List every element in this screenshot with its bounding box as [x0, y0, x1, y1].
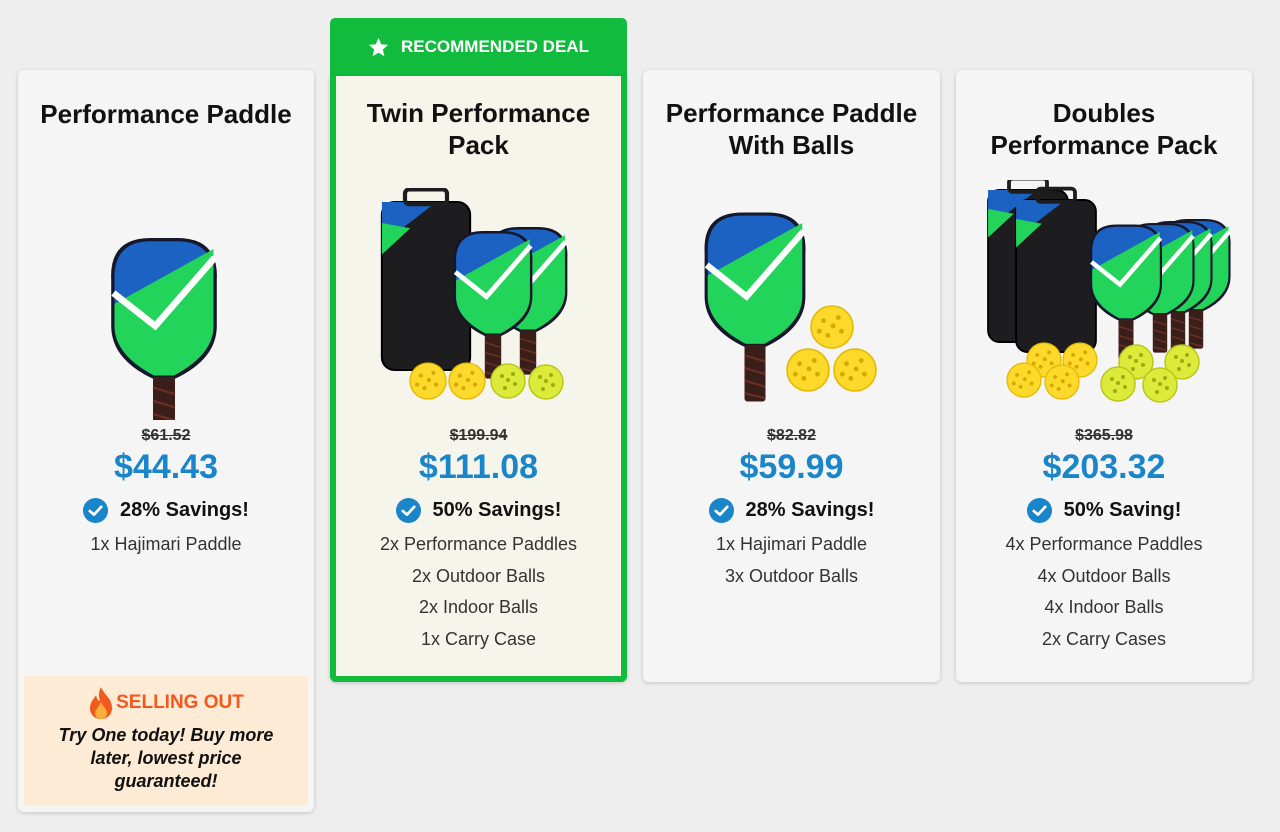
feature-item: 2x Carry Cases — [1041, 628, 1167, 649]
feature-item: 2x Performance Paddles — [379, 534, 578, 554]
savings-text: 50% Savings! — [432, 499, 562, 521]
paddle-image — [18, 180, 314, 420]
savings-badge: 28% Savings! — [18, 498, 314, 523]
feature-item: 4x Indoor Balls — [1044, 597, 1164, 617]
product-title: Performance Paddle — [40, 99, 292, 129]
fire-icon — [90, 687, 113, 719]
savings-badge: 50% Saving! — [956, 498, 1252, 523]
product-title: Doubles Performance Pack — [990, 98, 1218, 160]
product-card-2[interactable]: Twin Performance Pack $199.94 $111.08 50… — [330, 76, 627, 682]
feature-item: 1x Hajimari Paddle — [715, 534, 868, 554]
selling-out-title: SELLING OUT — [116, 692, 244, 713]
feature-item: 2x Outdoor Balls — [411, 565, 546, 586]
feature-list: 4x Performance Paddles 4x Outdoor Balls … — [956, 529, 1252, 655]
savings-text: 50% Saving! — [1063, 499, 1182, 521]
original-price: $82.82 — [767, 427, 816, 444]
feature-item: 4x Outdoor Balls — [1037, 565, 1171, 586]
feature-item: 3x Outdoor Balls — [724, 565, 859, 586]
original-price: $199.94 — [449, 427, 508, 444]
selling-out-message: Try One today! Buy more later, lowest pr… — [58, 725, 274, 791]
product-card-3[interactable]: Performance Paddle With Balls $82.82 $59… — [643, 70, 940, 682]
paddle-pack-image — [336, 188, 621, 400]
sale-price: $59.99 — [739, 448, 844, 486]
doubles-pack-image — [986, 180, 1252, 403]
original-price: $365.98 — [1075, 427, 1133, 444]
feature-item: 1x Carry Case — [420, 628, 537, 649]
feature-item: 4x Performance Paddles — [1005, 534, 1203, 554]
check-circle-icon — [708, 498, 734, 523]
selling-out-notice: SELLING OUT Try One today! Buy more late… — [24, 676, 308, 806]
check-circle-icon — [83, 498, 109, 523]
savings-badge: 50% Savings! — [336, 498, 621, 523]
badge-text: RECOMMENDED DEAL — [401, 37, 589, 56]
product-title: Twin Performance Pack — [366, 98, 591, 160]
product-card-4[interactable]: Doubles Performance Pack $365.98 $203.32… — [956, 70, 1252, 682]
savings-text: 28% Savings! — [745, 499, 875, 521]
check-circle-icon — [1026, 498, 1052, 523]
savings-badge: 28% Savings! — [643, 498, 940, 523]
sale-price: $111.08 — [418, 448, 539, 486]
product-title: Performance Paddle With Balls — [665, 98, 918, 160]
feature-list: 1x Hajimari Paddle 3x Outdoor Balls — [643, 529, 940, 592]
sale-price: $44.43 — [114, 448, 218, 486]
recommended-deal-banner: RECOMMENDED DEAL — [330, 18, 627, 76]
feature-list: 2x Performance Paddles 2x Outdoor Balls … — [336, 529, 621, 655]
savings-text: 28% Savings! — [120, 499, 249, 521]
selling-out-heading: SELLING OUT — [24, 686, 308, 720]
feature-item: 1x Hajimari Paddle — [90, 534, 242, 554]
check-circle-icon — [395, 498, 421, 523]
product-card-1[interactable]: Performance Paddle $61.52 $44.43 28% Sav… — [18, 70, 314, 812]
feature-item: 2x Indoor Balls — [418, 597, 539, 617]
sale-price: $203.32 — [1042, 448, 1166, 486]
original-price: $61.52 — [141, 427, 191, 444]
star-icon — [368, 37, 389, 56]
paddle-with-balls-image — [643, 190, 877, 410]
feature-list: 1x Hajimari Paddle — [18, 529, 314, 561]
